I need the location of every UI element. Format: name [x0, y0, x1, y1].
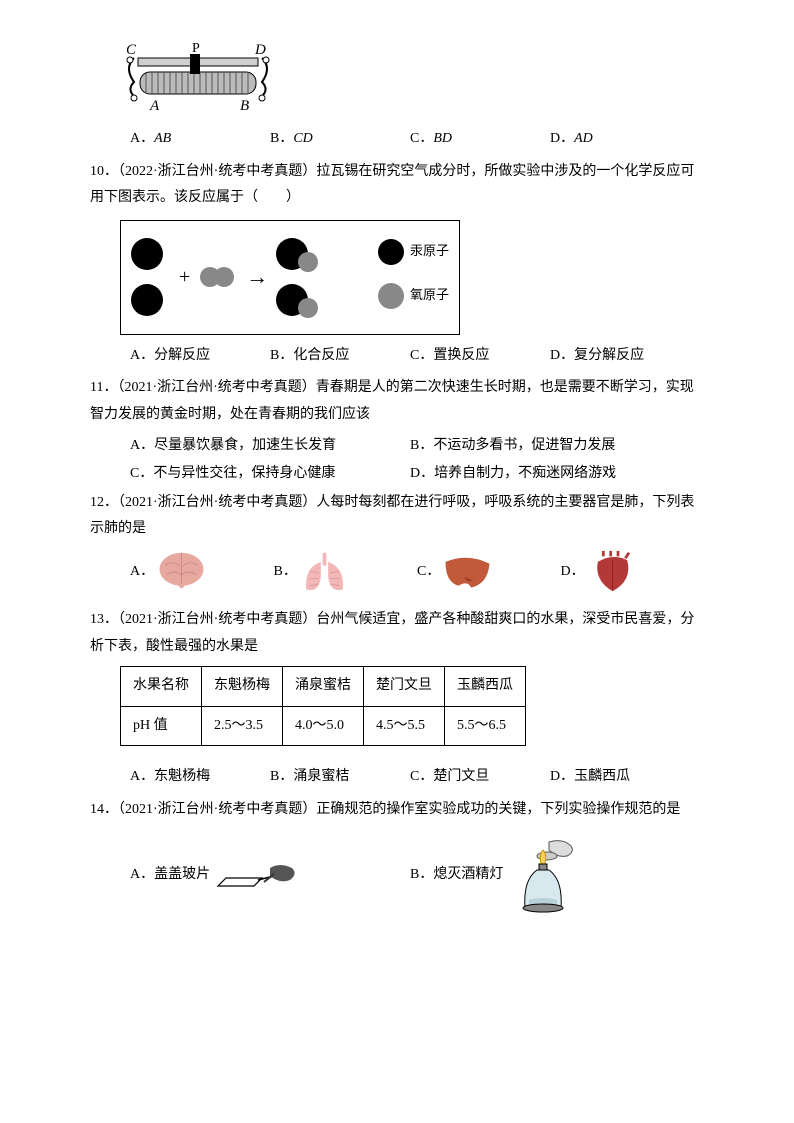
label-d: D: [254, 42, 266, 58]
opt-d: D．培养自制力，不痴迷网络游戏: [410, 461, 690, 488]
q12-options: A． B． C． D．: [130, 547, 704, 597]
legend-hg: 汞原子: [410, 239, 449, 264]
o-atom-icon: [298, 298, 318, 318]
q10-diagram: + → 汞原子 氧原子: [120, 220, 460, 335]
table-row: 水果名称 东魁杨梅 涌泉蜜桔 楚门文旦 玉麟西瓜: [121, 667, 526, 707]
opt-a: A．尽量暴饮暴食，加速生长发育: [130, 433, 410, 460]
opt-c: C．置换反应: [410, 343, 550, 370]
opt-label: B．: [274, 559, 297, 586]
opt-label: A．: [130, 559, 154, 586]
td: pH 值: [121, 706, 202, 746]
q10-text: 10．（2022·浙江台州·统考中考真题）拉瓦锡在研究空气成分时，所做实验中涉及…: [90, 159, 704, 212]
th: 楚门文旦: [364, 667, 445, 707]
opt-label: C．: [410, 131, 433, 146]
label-b: B: [240, 98, 249, 114]
th: 水果名称: [121, 667, 202, 707]
opt-label: C．: [417, 559, 440, 586]
q12-text: 12．（2021·浙江台州·统考中考真题）人每时每刻都在进行呼吸，呼吸系统的主要…: [90, 490, 704, 543]
hg-atom-icon: [131, 238, 163, 270]
fruit-table: 水果名称 东魁杨梅 涌泉蜜桔 楚门文旦 玉麟西瓜 pH 值 2.5～3.5 4.…: [120, 666, 526, 746]
label-p: P: [192, 41, 200, 56]
q11-text: 11．（2021·浙江台州·统考中考真题）青春期是人的第二次快速生长时期，也是需…: [90, 375, 704, 428]
opt-label: A．: [130, 862, 154, 889]
opt-label: A．: [130, 131, 154, 146]
td: 2.5～3.5: [202, 706, 283, 746]
td: 5.5～6.5: [445, 706, 526, 746]
table-row: pH 值 2.5～3.5 4.0～5.0 4.5～5.5 5.5～6.5: [121, 706, 526, 746]
q13-text: 13．（2021·浙江台州·统考中考真题）台州气候适宜，盛产各种酸甜爽口的水果，…: [90, 607, 704, 660]
q10-options: A．分解反应 B．化合反应 C．置换反应 D．复分解反应: [130, 343, 704, 370]
td: 4.0～5.0: [283, 706, 364, 746]
opt-value: AD: [574, 131, 593, 146]
q14-text: 14．（2021·浙江台州·统考中考真题）正确规范的操作室实验成功的关键，下列实…: [90, 797, 704, 824]
opt-label: D．: [561, 559, 585, 586]
heart-icon: [585, 547, 640, 597]
hg-atom-icon: [131, 284, 163, 316]
opt-label: B．: [410, 862, 433, 889]
o-atom-icon: [298, 252, 318, 272]
opt-value: BD: [433, 131, 452, 146]
arrow-icon: →: [246, 256, 268, 298]
opt-a: A．东魁杨梅: [130, 764, 270, 791]
opt-text: 盖盖玻片: [154, 862, 210, 889]
opt-d: D．复分解反应: [550, 343, 690, 370]
alcohol-lamp-icon: [509, 836, 589, 916]
opt-b: B．涌泉蜜桔: [270, 764, 410, 791]
plus-icon: +: [179, 258, 190, 296]
q9-options: A．AB B．CD C．BD D．AD: [130, 126, 704, 153]
coverslip-icon: [214, 856, 304, 896]
rheostat-diagram: C D P A B: [120, 40, 704, 118]
label-a: A: [149, 98, 160, 114]
lung-icon: [297, 547, 352, 597]
liver-icon: [440, 547, 495, 597]
o-atom-icon: [214, 267, 234, 287]
opt-text: 熄灭酒精灯: [433, 862, 503, 889]
opt-d: D．玉麟西瓜: [550, 764, 690, 791]
o-atom-icon: [378, 283, 404, 309]
hg-atom-icon: [378, 239, 404, 265]
label-c: C: [126, 42, 137, 58]
opt-value: AB: [154, 131, 171, 146]
th: 涌泉蜜桔: [283, 667, 364, 707]
q11-options: A．尽量暴饮暴食，加速生长发育 B．不运动多看书，促进智力发展 C．不与异性交往…: [130, 433, 704, 490]
th: 玉麟西瓜: [445, 667, 526, 707]
th: 东魁杨梅: [202, 667, 283, 707]
opt-c: C．不与异性交往，保持身心健康: [130, 461, 410, 488]
opt-b: B．不运动多看书，促进智力发展: [410, 433, 690, 460]
q13-options: A．东魁杨梅 B．涌泉蜜桔 C．楚门文旦 D．玉麟西瓜: [130, 764, 704, 791]
opt-b: B．化合反应: [270, 343, 410, 370]
td: 4.5～5.5: [364, 706, 445, 746]
opt-value: CD: [293, 131, 312, 146]
opt-a: A．分解反应: [130, 343, 270, 370]
opt-label: B．: [270, 131, 293, 146]
opt-c: C．楚门文旦: [410, 764, 550, 791]
q14-options: A． 盖盖玻片 B． 熄灭酒精灯: [130, 836, 704, 916]
brain-icon: [154, 547, 209, 597]
opt-label: D．: [550, 131, 574, 146]
legend-o: 氧原子: [410, 283, 449, 308]
